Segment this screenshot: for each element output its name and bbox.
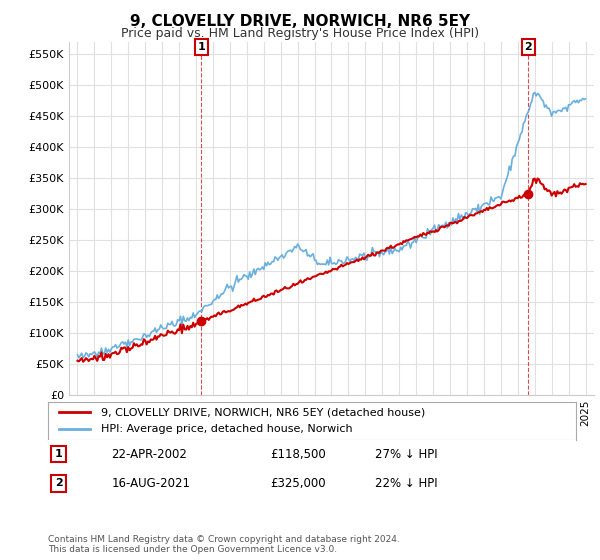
- Text: 2: 2: [524, 42, 532, 52]
- Text: 1: 1: [197, 42, 205, 52]
- Text: 9, CLOVELLY DRIVE, NORWICH, NR6 5EY (detached house): 9, CLOVELLY DRIVE, NORWICH, NR6 5EY (det…: [101, 407, 425, 417]
- Text: 27% ↓ HPI: 27% ↓ HPI: [376, 447, 438, 461]
- Text: HPI: Average price, detached house, Norwich: HPI: Average price, detached house, Norw…: [101, 424, 352, 434]
- Text: £325,000: £325,000: [270, 477, 325, 490]
- Text: 9, CLOVELLY DRIVE, NORWICH, NR6 5EY: 9, CLOVELLY DRIVE, NORWICH, NR6 5EY: [130, 14, 470, 29]
- Text: Price paid vs. HM Land Registry's House Price Index (HPI): Price paid vs. HM Land Registry's House …: [121, 27, 479, 40]
- Text: 22% ↓ HPI: 22% ↓ HPI: [376, 477, 438, 490]
- Text: £118,500: £118,500: [270, 447, 326, 461]
- Text: 16-AUG-2021: 16-AUG-2021: [112, 477, 190, 490]
- Text: Contains HM Land Registry data © Crown copyright and database right 2024.
This d: Contains HM Land Registry data © Crown c…: [48, 535, 400, 554]
- Text: 1: 1: [55, 449, 62, 459]
- Text: 2: 2: [55, 478, 62, 488]
- Text: 22-APR-2002: 22-APR-2002: [112, 447, 187, 461]
